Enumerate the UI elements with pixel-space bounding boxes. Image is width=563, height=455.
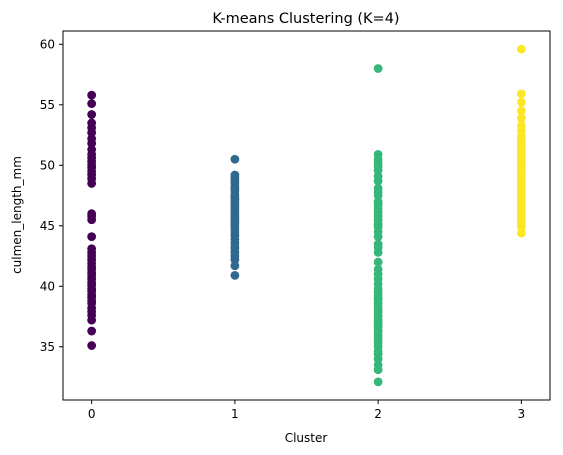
data-point-cluster-2 (373, 183, 383, 193)
data-point-cluster-1 (230, 154, 240, 164)
data-point-cluster-2 (373, 198, 383, 208)
y-tick-label: 55 (40, 98, 55, 112)
y-tick-label: 60 (40, 37, 55, 51)
data-point-cluster-0 (87, 244, 97, 254)
data-point-cluster-3 (516, 127, 526, 136)
data-point-cluster-2 (373, 264, 383, 274)
data-point-cluster-0 (87, 326, 97, 336)
data-point-cluster-0 (87, 118, 97, 128)
y-tick-label: 40 (40, 279, 55, 293)
data-point-cluster-3 (516, 160, 526, 170)
data-point-cluster-2 (373, 377, 383, 387)
data-point-cluster-0 (87, 232, 97, 242)
chart-title: K-means Clustering (K=4) (212, 11, 399, 27)
y-axis-label: culmen_length_mm (10, 156, 24, 274)
x-tick-label: 1 (231, 407, 239, 421)
data-point-cluster-3 (516, 44, 526, 54)
data-point-cluster-2 (373, 220, 383, 229)
x-axis-label: Cluster (285, 431, 328, 445)
y-tick-label: 35 (40, 340, 55, 354)
data-point-cluster-3 (516, 120, 526, 130)
data-point-cluster-2 (373, 360, 383, 370)
data-point-cluster-2 (373, 171, 383, 181)
data-point-cluster-3 (516, 89, 526, 99)
data-point-cluster-1 (230, 170, 240, 180)
data-point-cluster-0 (87, 145, 97, 154)
data-point-cluster-2 (373, 293, 383, 303)
x-tick-label: 2 (374, 407, 382, 421)
y-axis-ticks: 35 40 45 50 55 60 (40, 37, 63, 354)
data-points (87, 44, 526, 387)
data-point-cluster-2 (373, 257, 383, 267)
data-point-cluster-0 (87, 134, 97, 144)
data-point-cluster-0 (87, 99, 97, 108)
y-tick-label: 45 (40, 219, 55, 233)
y-tick-label: 50 (40, 158, 55, 172)
x-axis-ticks: 0 1 2 3 (88, 400, 525, 421)
data-point-cluster-3 (516, 113, 526, 123)
data-point-cluster-2 (373, 318, 383, 327)
data-point-cluster-0 (87, 341, 97, 350)
data-point-cluster-3 (516, 106, 526, 116)
data-point-cluster-0 (87, 209, 97, 219)
data-point-cluster-3 (516, 228, 526, 238)
data-point-cluster-3 (516, 97, 526, 107)
x-tick-label: 0 (88, 407, 96, 421)
data-point-cluster-1 (230, 261, 240, 271)
data-point-cluster-0 (87, 90, 97, 100)
data-point-cluster-0 (87, 110, 97, 119)
data-point-cluster-1 (230, 270, 240, 280)
data-point-cluster-2 (373, 239, 383, 249)
data-point-cluster-2 (373, 64, 383, 73)
x-tick-label: 3 (518, 407, 526, 421)
data-point-cluster-2 (373, 150, 383, 159)
axes-frame (62, 30, 551, 401)
